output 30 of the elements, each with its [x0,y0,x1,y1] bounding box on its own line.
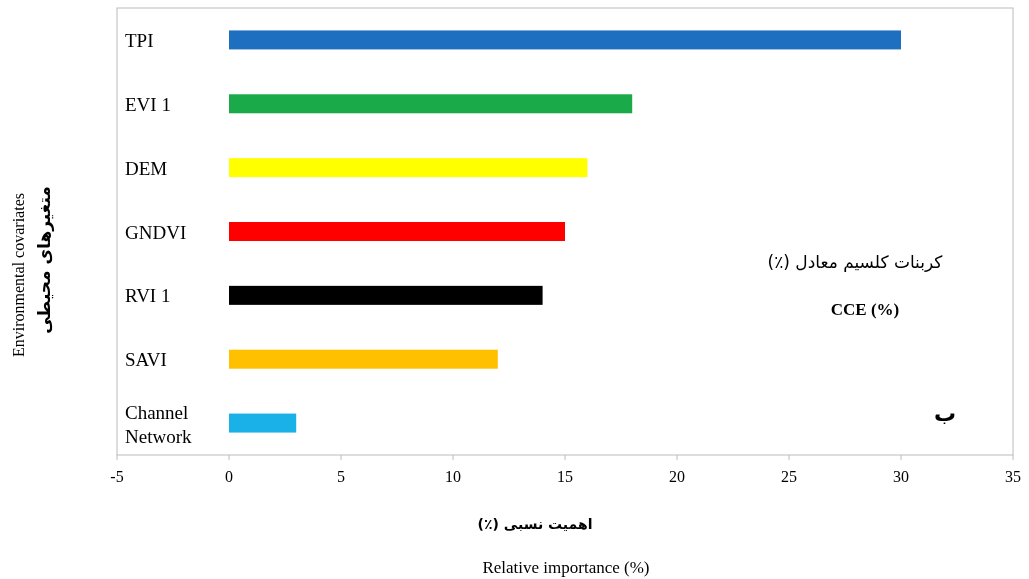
y-tick-label: DEM [125,157,168,179]
bar [229,158,588,178]
x-tick-label: 15 [557,468,573,485]
text: اهمیت نسبی (٪) [477,516,593,532]
y-tick-label: GNDVI [125,221,187,243]
x-tick-label: 25 [781,468,797,485]
y-axis-title: متغیرهای محیطی [34,186,55,334]
text: Environmental covariates [10,193,27,357]
x-tick-label: -5 [110,468,124,485]
annotation: ب [933,401,957,426]
bar [229,285,543,305]
x-tick-label: 5 [337,468,345,485]
y-tick-label: EVI 1 [125,93,171,115]
x-tick-label: 35 [1005,468,1021,485]
y-tick-label: SAVI [125,349,167,371]
x-tick-label: 20 [669,468,685,485]
bar [229,30,901,50]
bar [229,349,498,369]
bar [229,94,633,114]
x-tick-label: 10 [445,468,461,485]
y-tick-label: Channel Network [125,402,192,448]
x-tick-label: 0 [225,468,233,485]
y-tick-label: RVI 1 [125,285,171,307]
bar [229,413,297,433]
y-tick-label: TPI [125,29,154,51]
x-tick-label: 30 [893,468,909,485]
x-axis-title: Relative importance (%) [482,558,650,577]
text: CCE (%) [830,300,900,319]
bar [229,222,565,241]
text: کربنات کلسیم معادل (٪) [767,252,944,273]
